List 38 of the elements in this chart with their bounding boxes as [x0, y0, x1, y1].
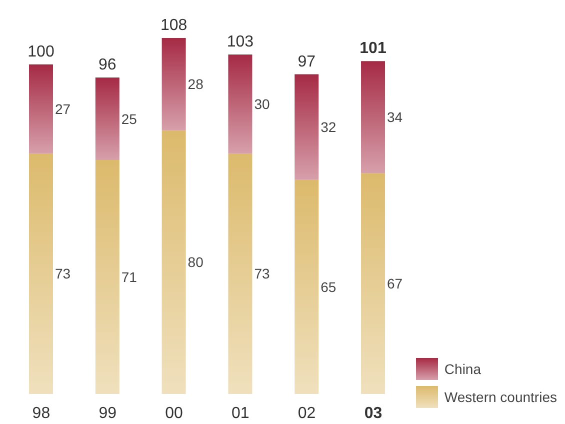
data-label: 67 [387, 276, 403, 292]
data-label: 73 [55, 266, 71, 282]
bar [95, 78, 120, 160]
x-tick-label: 00 [165, 405, 184, 422]
bar [29, 153, 53, 394]
data-label: 34 [387, 109, 403, 126]
total-label: 100 [28, 43, 54, 60]
total-label: 97 [298, 53, 316, 70]
x-tick-label: 99 [98, 405, 117, 422]
bar [162, 38, 186, 130]
x-tick-label: 02 [298, 405, 316, 422]
bar [162, 130, 186, 394]
x-tick-label: 01 [232, 405, 250, 422]
total-label: 96 [98, 56, 116, 74]
x-tick-label: 98 [32, 405, 50, 422]
bar [228, 153, 252, 394]
data-label: 30 [254, 96, 270, 112]
bar [95, 160, 120, 394]
data-label: 80 [188, 254, 204, 270]
data-label: 27 [55, 100, 71, 117]
x-tick-label: 03 [364, 405, 382, 422]
bar [361, 61, 386, 174]
total-label: 108 [160, 17, 188, 34]
legend-label: Western countries [444, 389, 557, 405]
total-label: 101 [360, 40, 386, 58]
bar [361, 173, 386, 394]
data-label: 71 [121, 268, 138, 285]
legend-label: China [444, 361, 482, 377]
total-label: 103 [226, 33, 254, 50]
data-label: 65 [320, 278, 336, 295]
data-label: 25 [121, 110, 138, 127]
bar [294, 74, 319, 180]
bar [294, 180, 319, 394]
data-label: 28 [188, 76, 204, 92]
bar [228, 54, 252, 154]
bar [29, 64, 53, 154]
data-label: 73 [254, 266, 270, 282]
data-label: 32 [320, 119, 336, 135]
